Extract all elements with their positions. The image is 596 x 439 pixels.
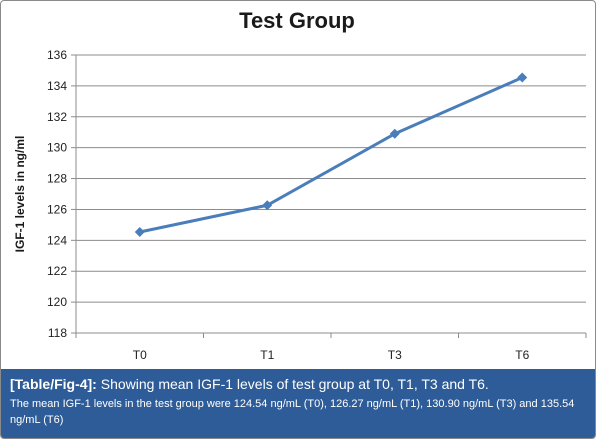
- y-tick-label: 134: [47, 79, 67, 93]
- x-tick-label: T3: [388, 348, 402, 362]
- y-tick-label: 132: [47, 110, 67, 124]
- data-point-marker: [389, 128, 400, 139]
- y-tick-label: 128: [47, 172, 67, 186]
- caption-headline: Showing mean IGF-1 levels of test group …: [96, 376, 489, 392]
- caption-tag: [Table/Fig-4]:: [10, 376, 97, 392]
- figure-caption: [Table/Fig-4]: Showing mean IGF-1 levels…: [1, 369, 595, 438]
- x-tick-labels: T0 T1 T3 T6: [133, 348, 530, 362]
- y-tick-label: 122: [47, 264, 67, 278]
- y-tick-labels: 118 120 122 124 126 128 130 132 134 136: [47, 48, 67, 340]
- y-tick-label: 118: [48, 326, 67, 340]
- y-tick-label: 126: [47, 202, 67, 216]
- gridlines: [76, 54, 586, 303]
- chart-title: Test Group: [239, 8, 355, 33]
- y-axis-title: IGF-1 levels in ng/ml: [13, 136, 27, 253]
- series-line: [139, 76, 523, 234]
- data-point-marker: [134, 226, 145, 237]
- axes: [71, 54, 587, 338]
- x-tick-label: T6: [515, 348, 529, 362]
- line-chart: Test Group 118 120 122 124 126 128 130 132 134 13…: [13, 8, 587, 362]
- y-tick-label: 136: [47, 48, 67, 62]
- y-tick-label: 124: [47, 233, 67, 247]
- data-point-marker: [262, 200, 273, 211]
- x-tick-label: T0: [133, 348, 147, 362]
- y-tick-label: 120: [47, 295, 67, 309]
- y-tick-label: 130: [47, 141, 67, 155]
- caption-detail: The mean IGF-1 levels in the test group …: [10, 398, 575, 426]
- data-series: [134, 72, 528, 237]
- data-point-marker: [517, 72, 528, 83]
- x-tick-label: T1: [260, 348, 274, 362]
- caption-headline-row: [Table/Fig-4]: Showing mean IGF-1 levels…: [10, 376, 586, 393]
